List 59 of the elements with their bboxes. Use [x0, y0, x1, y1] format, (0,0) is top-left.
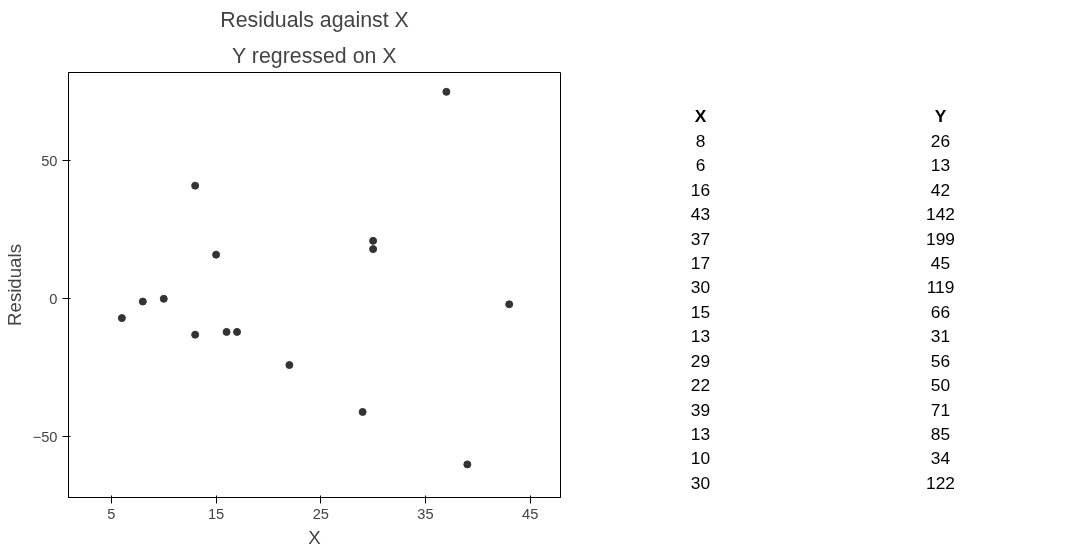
- chart-subtitle: Y regressed on X: [232, 43, 397, 68]
- text: 142: [926, 204, 955, 225]
- point: [138, 297, 147, 306]
- text: 31: [930, 326, 951, 347]
- y-tick-label: 0: [49, 290, 58, 307]
- y-axis-title: Residuals: [3, 244, 25, 326]
- text: 13: [690, 326, 711, 347]
- y-tick-label: −50: [32, 428, 58, 445]
- text: 6: [695, 155, 706, 176]
- chart-title: Residuals against X: [220, 7, 409, 32]
- text: 37: [690, 228, 711, 249]
- text: 119: [926, 277, 955, 298]
- text: 16: [690, 179, 711, 200]
- text: 43: [690, 204, 711, 225]
- y-tick-label: 50: [41, 152, 58, 169]
- x-tick-label: 45: [521, 505, 539, 522]
- text: 26: [930, 130, 951, 151]
- point: [505, 300, 514, 309]
- text: 71: [930, 399, 951, 420]
- point: [369, 245, 378, 254]
- x-tick-label: 15: [207, 505, 225, 522]
- text: 85: [930, 423, 951, 444]
- text: 10: [690, 448, 711, 469]
- point: [369, 236, 378, 245]
- text: 22: [690, 375, 711, 396]
- text: 8: [695, 130, 706, 151]
- text: 30: [690, 277, 711, 298]
- point: [191, 181, 200, 190]
- text: Y: [934, 106, 947, 127]
- text: 34: [930, 448, 951, 469]
- x-axis-title: X: [308, 526, 322, 548]
- x-tick-label: 5: [107, 505, 116, 522]
- point: [159, 294, 168, 303]
- text: 45: [930, 253, 951, 274]
- x-tick-label: 25: [312, 505, 329, 522]
- point: [222, 327, 231, 336]
- point: [285, 361, 294, 370]
- point: [233, 327, 242, 336]
- text: 30: [690, 472, 711, 493]
- text: 39: [690, 399, 711, 420]
- x-tick-label: 35: [417, 505, 434, 522]
- text: 50: [930, 375, 951, 396]
- text: 66: [930, 301, 951, 322]
- text: 13: [690, 423, 711, 444]
- point: [212, 250, 221, 259]
- text: 199: [926, 228, 955, 249]
- text: 15: [690, 301, 711, 322]
- text: X: [694, 106, 707, 127]
- text: 29: [690, 350, 711, 371]
- text: 56: [930, 350, 951, 371]
- text: 13: [930, 155, 951, 176]
- text: 17: [690, 253, 711, 274]
- text: 122: [926, 472, 955, 493]
- point: [191, 330, 200, 339]
- point: [442, 87, 451, 96]
- text: 42: [930, 179, 951, 200]
- point: [117, 314, 126, 323]
- point: [463, 460, 472, 469]
- point: [358, 407, 367, 416]
